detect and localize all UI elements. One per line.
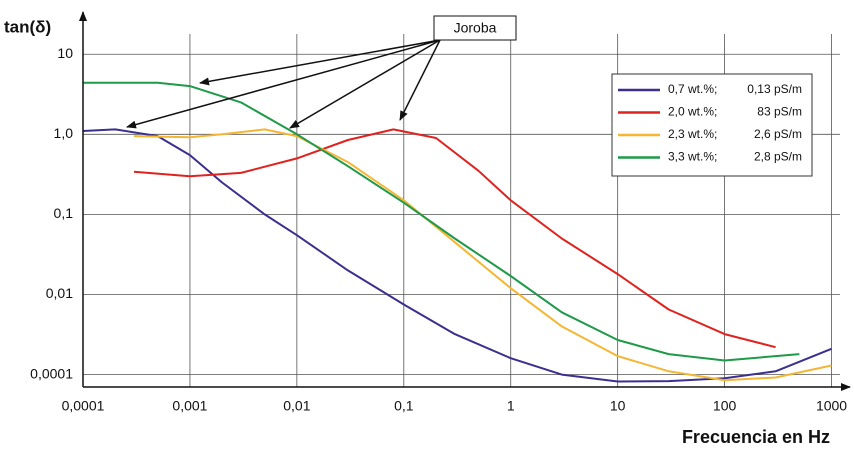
y-tick-label: 0,0001	[30, 365, 73, 381]
x-tick-label: 0,001	[172, 398, 207, 414]
y-tick-label: 0,01	[46, 285, 73, 301]
annotation-arrows	[126, 39, 441, 129]
annotation-box	[433, 15, 517, 41]
legend-label: 2,0 wt.%;	[668, 105, 717, 119]
y-tick-label: 1,0	[54, 125, 74, 141]
x-tick-label: 0,0001	[62, 398, 105, 414]
arrow	[289, 39, 441, 129]
legend-conductivity: 83 pS/m	[757, 105, 802, 119]
legend-conductivity: 0,13 pS/m	[747, 82, 802, 96]
y-tick-label: 0,1	[54, 205, 74, 221]
series-line	[83, 81, 800, 362]
y-tick-label: 10	[57, 45, 73, 61]
legend-conductivity: 2,8 pS/m	[754, 150, 802, 164]
arrow	[399, 39, 441, 121]
arrow	[126, 39, 441, 129]
y-axis-label: tan(δ)	[4, 17, 51, 36]
legend-label: 0,7 wt.%;	[668, 82, 717, 96]
x-tick-label: 1000	[816, 398, 847, 414]
x-tick-label: 1	[507, 398, 515, 414]
x-axis-label: Frecuencia en Hz	[682, 427, 830, 447]
series-line	[133, 128, 832, 382]
x-tick-label: 0,01	[283, 398, 310, 414]
series-line	[82, 128, 832, 383]
annotation: Joroba	[454, 20, 497, 36]
legend-label: 3,3 wt.%;	[668, 150, 717, 164]
legend-label: 2,3 wt.%;	[668, 127, 717, 141]
series-line	[133, 128, 776, 349]
x-tick-label: 0,1	[394, 398, 414, 414]
x-tick-label: 10	[610, 398, 626, 414]
legend-conductivity: 2,6 pS/m	[754, 127, 802, 141]
x-tick-label: 100	[713, 398, 737, 414]
arrow	[199, 39, 441, 86]
